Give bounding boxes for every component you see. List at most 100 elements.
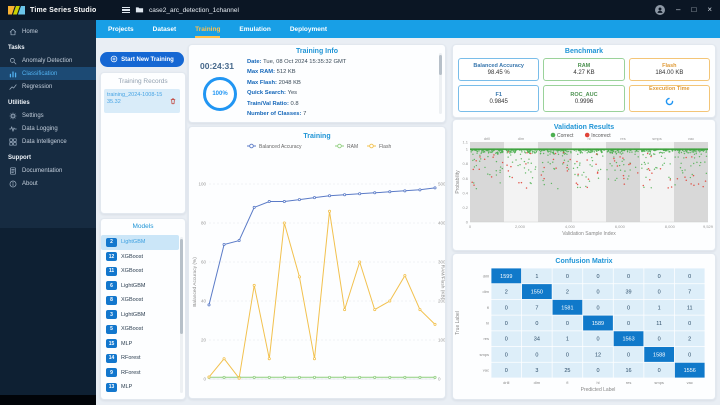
user-avatar[interactable] bbox=[655, 5, 666, 15]
svg-text:0: 0 bbox=[658, 274, 661, 280]
svg-text:2,000: 2,000 bbox=[515, 224, 526, 229]
svg-text:11: 11 bbox=[687, 305, 693, 311]
model-list-item[interactable]: 15 MLP bbox=[101, 337, 179, 352]
brand: Time Series Studio bbox=[0, 5, 97, 15]
svg-text:0: 0 bbox=[566, 274, 569, 280]
model-list-item[interactable]: 13 MLP bbox=[101, 380, 179, 395]
maximize-button[interactable]: □ bbox=[691, 5, 697, 14]
nxp-logo-icon bbox=[8, 5, 25, 15]
plus-circle-icon bbox=[110, 55, 118, 65]
info-field: Train/Val Ratio: 0.8 bbox=[247, 100, 299, 107]
model-list-item[interactable]: 9 RForest bbox=[101, 366, 179, 381]
delete-record-icon[interactable] bbox=[169, 92, 177, 110]
model-list-item[interactable]: 6 LightGBM bbox=[101, 279, 179, 294]
model-name: XGBoost bbox=[121, 326, 144, 333]
svg-text:2: 2 bbox=[505, 290, 508, 296]
sidebar-item-label: About bbox=[22, 180, 38, 187]
svg-text:0: 0 bbox=[438, 377, 441, 382]
sidebar-item-classification[interactable]: Classification bbox=[0, 67, 96, 80]
svg-text:0: 0 bbox=[627, 352, 630, 358]
svg-text:RAM: RAM bbox=[347, 144, 358, 150]
svg-text:40: 40 bbox=[201, 299, 207, 304]
model-rank-badge: 2 bbox=[106, 237, 117, 247]
svg-text:500: 500 bbox=[438, 182, 445, 187]
sidebar-item-regression[interactable]: Regression bbox=[0, 80, 96, 93]
model-list-item[interactable]: 12 XGBoost bbox=[101, 250, 179, 265]
svg-text:drill: drill bbox=[484, 136, 490, 141]
svg-text:Balanced Accuracy: Balanced Accuracy bbox=[259, 144, 302, 150]
svg-text:0: 0 bbox=[627, 305, 630, 311]
svg-text:smps: smps bbox=[654, 380, 664, 385]
minimize-button[interactable]: – bbox=[676, 5, 681, 14]
svg-text:0.8: 0.8 bbox=[462, 161, 468, 166]
sidebar-item-data-logging[interactable]: Data Logging bbox=[0, 122, 96, 135]
svg-text:0: 0 bbox=[658, 368, 661, 374]
close-button[interactable]: × bbox=[707, 5, 712, 14]
svg-text:1589: 1589 bbox=[592, 321, 604, 327]
data-intelligence-icon bbox=[9, 137, 17, 146]
sidebar-item-label: Regression bbox=[22, 83, 53, 90]
svg-text:hl: hl bbox=[596, 380, 599, 385]
svg-text:0: 0 bbox=[658, 337, 661, 343]
sidebar-section-label: Support bbox=[8, 155, 31, 161]
model-list-item[interactable]: 8 XGBoost bbox=[101, 293, 179, 308]
svg-text:34: 34 bbox=[534, 337, 540, 343]
project-switcher[interactable]: case2_arc_detection_1channel bbox=[122, 5, 239, 16]
start-button-label: Start New Training bbox=[121, 56, 174, 63]
sidebar: Home Tasks Anomaly Detection Classification… bbox=[0, 20, 96, 405]
anomaly-detection-icon bbox=[9, 57, 17, 65]
menu-icon[interactable] bbox=[122, 6, 130, 14]
sidebar-item-about[interactable]: About bbox=[0, 177, 96, 190]
training-record-item[interactable]: training_2024-1008-1535.32 bbox=[104, 89, 180, 113]
tab-emulation[interactable]: Emulation bbox=[239, 25, 271, 33]
model-rank-badge: 14 bbox=[106, 353, 117, 363]
svg-text:200: 200 bbox=[438, 299, 445, 304]
svg-text:Correct: Correct bbox=[557, 133, 574, 139]
sidebar-section-label: Utilities bbox=[8, 100, 30, 106]
model-list-item[interactable]: 5 XGBoost bbox=[101, 322, 179, 337]
tab-dataset[interactable]: Dataset bbox=[152, 25, 177, 33]
sidebar-item-anomaly-detection[interactable]: Anomaly Detection bbox=[0, 54, 96, 67]
svg-text:Predicted Label: Predicted Label bbox=[581, 387, 616, 393]
sidebar-lower-panel bbox=[0, 228, 96, 395]
info-field: Max RAM: 512 KB bbox=[247, 69, 296, 76]
benchmark-card-f1: F1 0.9845 bbox=[458, 85, 540, 112]
svg-text:9,529: 9,529 bbox=[703, 224, 714, 229]
info-scrollbar[interactable] bbox=[439, 53, 442, 114]
svg-text:1: 1 bbox=[535, 274, 538, 280]
model-list-item[interactable]: 11 XGBoost bbox=[101, 264, 179, 279]
svg-text:vac: vac bbox=[688, 136, 694, 141]
svg-text:Training: Training bbox=[303, 133, 330, 140]
svg-text:vac: vac bbox=[483, 368, 489, 373]
benchmark-label: RAM bbox=[577, 63, 591, 69]
sidebar-item-settings[interactable]: Settings bbox=[0, 109, 96, 122]
model-list-item[interactable]: 2 LightGBM bbox=[101, 235, 179, 250]
tab-bar: Projects Dataset Training Emulation Deployme… bbox=[96, 20, 720, 38]
model-name: MLP bbox=[121, 340, 133, 347]
models-scrollbar[interactable] bbox=[180, 237, 183, 393]
benchmark-card-execution-time: Execution Time bbox=[628, 85, 710, 112]
benchmark-label: Flash bbox=[662, 63, 677, 69]
model-list-item[interactable]: 14 RForest bbox=[101, 351, 179, 366]
start-new-training-button[interactable]: Start New Training bbox=[100, 52, 184, 67]
benchmark-label: F1 bbox=[495, 92, 502, 98]
sidebar-item-documentation[interactable]: Documentation bbox=[0, 164, 96, 177]
sidebar-section-label: Tasks bbox=[8, 45, 25, 51]
svg-text:3: 3 bbox=[535, 368, 538, 374]
model-list-item[interactable]: 3 LightGBM bbox=[101, 308, 179, 323]
svg-text:0: 0 bbox=[535, 321, 538, 327]
sidebar-item-label: Home bbox=[22, 28, 39, 35]
svg-text:0: 0 bbox=[596, 368, 599, 374]
tab-deployment[interactable]: Deployment bbox=[289, 25, 328, 33]
tab-projects[interactable]: Projects bbox=[108, 25, 134, 33]
svg-text:vac: vac bbox=[687, 380, 693, 385]
svg-text:8,000: 8,000 bbox=[665, 224, 676, 229]
svg-text:12: 12 bbox=[595, 352, 601, 358]
sidebar-item-data-intelligence[interactable]: Data Intelligence bbox=[0, 135, 96, 148]
sidebar-item-home[interactable]: Home bbox=[0, 25, 96, 38]
svg-text:hl: hl bbox=[486, 321, 489, 326]
benchmark-label: ROC_AUC bbox=[570, 92, 598, 98]
tab-training[interactable]: Training bbox=[195, 20, 220, 38]
info-field: Quick Search: Yes bbox=[247, 90, 298, 97]
